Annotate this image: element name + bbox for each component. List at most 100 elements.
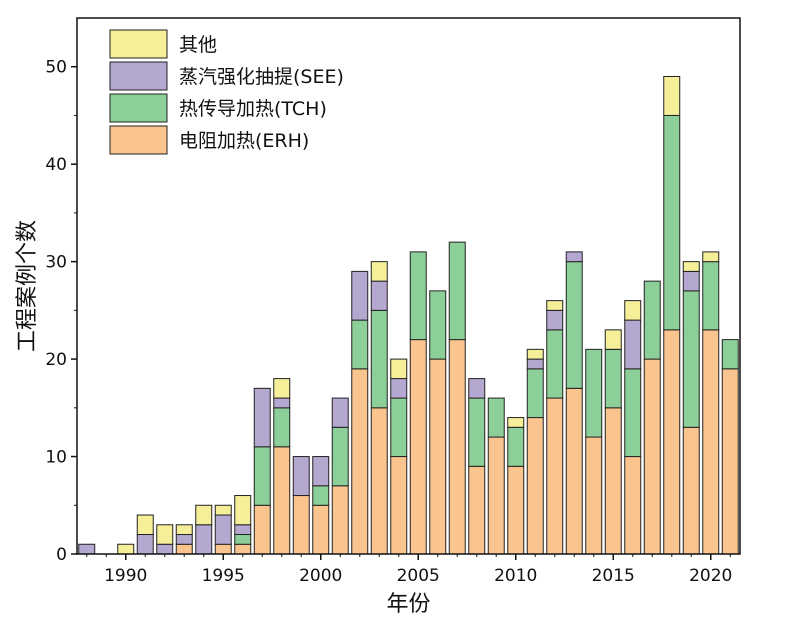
bar-2007-series-0 (448, 339, 466, 555)
bar-2016-series-3 (624, 300, 642, 321)
bar-2003-series-0 (370, 407, 388, 555)
bar-1994-series-2 (195, 524, 213, 555)
bar-1992-series-3 (156, 524, 174, 545)
y-tick-label: 20 (45, 350, 67, 370)
bar-1995-series-2 (214, 514, 232, 545)
bar-1997-series-1 (253, 446, 271, 506)
bar-2006-series-0 (429, 358, 447, 555)
bar-2019-series-3 (682, 261, 700, 272)
bar-2003-series-2 (370, 280, 388, 311)
legend-swatch (109, 61, 168, 91)
bar-1995-series-3 (214, 504, 232, 516)
bar-2019-series-0 (682, 426, 700, 555)
bar-2016-series-2 (624, 319, 642, 370)
bar-2018-series-0 (663, 329, 681, 555)
bar-2004-series-0 (390, 456, 408, 555)
bar-2013-series-0 (565, 387, 583, 555)
bar-2004-series-2 (390, 378, 408, 399)
bar-1991-series-2 (136, 534, 154, 555)
bar-1996-series-0 (234, 543, 252, 555)
bar-1988-series-2 (78, 543, 96, 555)
plot-frame (76, 17, 741, 555)
y-tick-label: 0 (56, 545, 67, 565)
y-tick-label: 50 (45, 58, 67, 78)
bar-2013-series-1 (565, 261, 583, 389)
bar-2012-series-1 (546, 329, 564, 399)
x-tick-label: 2010 (494, 566, 537, 586)
bar-2013-series-2 (565, 251, 583, 263)
bar-2015-series-0 (604, 407, 622, 555)
bar-2003-series-3 (370, 261, 388, 282)
bar-2011-series-2 (526, 358, 544, 370)
bar-2015-series-1 (604, 348, 622, 409)
bar-2016-series-1 (624, 368, 642, 458)
bar-2015-series-3 (604, 329, 622, 350)
bar-2005-series-0 (409, 339, 427, 555)
bar-2008-series-0 (468, 465, 486, 555)
bar-2002-series-1 (351, 319, 369, 370)
bar-2000-series-2 (312, 456, 330, 487)
bar-1999-series-2 (292, 456, 310, 497)
bar-2020-series-1 (702, 261, 720, 331)
legend-swatch (109, 93, 168, 123)
bar-2017-series-0 (643, 358, 661, 555)
y-tick-label: 10 (45, 448, 67, 468)
bar-1997-series-2 (253, 387, 271, 448)
x-tick-label: 2005 (397, 566, 440, 586)
bar-2002-series-0 (351, 368, 369, 555)
bar-2011-series-3 (526, 348, 544, 360)
x-tick-label: 2000 (299, 566, 342, 586)
bar-1993-series-0 (175, 543, 193, 555)
bar-2001-series-0 (331, 485, 349, 555)
bar-2010-series-3 (507, 417, 525, 428)
bar-2018-series-3 (663, 75, 681, 116)
bar-2012-series-3 (546, 300, 564, 311)
bar-2002-series-2 (351, 270, 369, 321)
bar-1996-series-1 (234, 534, 252, 545)
bar-2001-series-2 (331, 397, 349, 428)
bar-2021-series-0 (721, 368, 739, 555)
bar-1998-series-0 (273, 446, 291, 555)
y-axis: 0 10 20 30 40 50 (45, 58, 77, 565)
x-axis-title: 年份 (386, 592, 430, 617)
y-axis-title: 工程案例个数 (15, 220, 40, 352)
bar-2003-series-1 (370, 309, 388, 409)
legend-label: 热传导加热(TCH) (179, 98, 327, 120)
bar-2019-series-2 (682, 270, 700, 292)
legend-label: 其他 (179, 34, 217, 56)
bar-2000-series-1 (312, 485, 330, 506)
bar-2010-series-0 (507, 465, 525, 555)
y-tick-label: 30 (45, 253, 67, 273)
x-axis: 1990 1995 2000 2005 2010 2015 2020 (86, 554, 732, 586)
bar-1991-series-3 (136, 514, 154, 536)
bar-2009-series-0 (487, 436, 505, 555)
bars-layer (78, 75, 739, 555)
bar-2009-series-1 (487, 397, 505, 438)
bar-2004-series-3 (390, 358, 408, 380)
bar-1993-series-2 (175, 534, 193, 545)
bar-2020-series-3 (702, 251, 720, 263)
bar-2010-series-1 (507, 426, 525, 467)
x-tick-label: 2020 (689, 566, 732, 586)
bar-2001-series-1 (331, 426, 349, 487)
legend-label: 蒸汽强化抽提(SEE) (179, 66, 344, 88)
y-tick-label: 40 (45, 155, 67, 175)
bar-2012-series-0 (546, 397, 564, 555)
bar-1996-series-3 (234, 495, 252, 526)
bar-2005-series-1 (409, 251, 427, 341)
bar-2020-series-0 (702, 329, 720, 555)
bar-1998-series-1 (273, 407, 291, 448)
bar-1998-series-3 (273, 378, 291, 399)
bar-1990-series-3 (117, 543, 135, 555)
bar-2014-series-0 (585, 436, 603, 555)
legend-swatch (109, 125, 168, 155)
bar-2012-series-2 (546, 309, 564, 331)
bar-2011-series-0 (526, 417, 544, 555)
bar-1999-series-0 (292, 495, 310, 555)
bar-2019-series-1 (682, 290, 700, 428)
bar-1994-series-3 (195, 504, 213, 526)
bar-2018-series-1 (663, 114, 681, 331)
bar-2021-series-1 (721, 339, 739, 370)
